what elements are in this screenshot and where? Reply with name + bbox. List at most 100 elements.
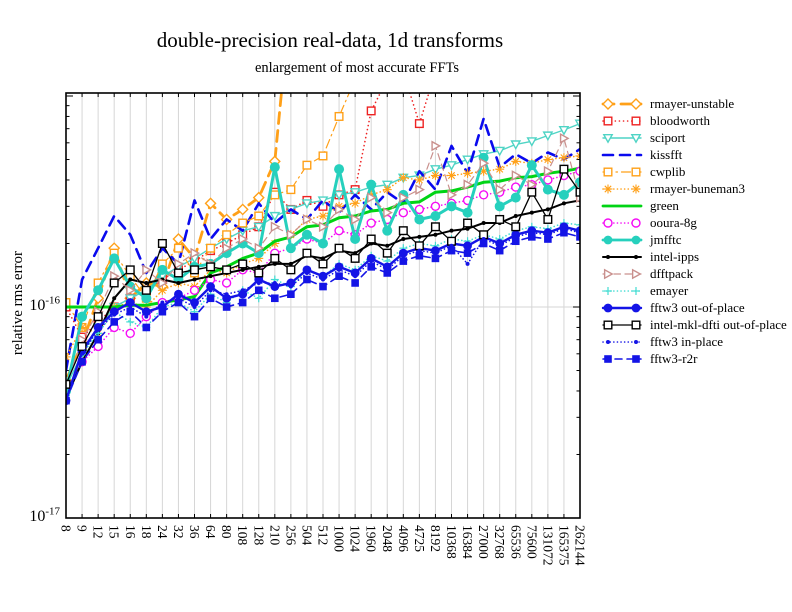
markers-cwplib xyxy=(66,111,344,332)
legend-label: kissfft xyxy=(650,146,683,162)
markers-jmfftc xyxy=(66,152,580,396)
legend-sample xyxy=(602,255,642,259)
x-tick-label: 16 xyxy=(123,525,138,539)
x-tick-label: 4725 xyxy=(412,525,427,552)
x-tick-label: 128 xyxy=(251,525,266,546)
legend-label: fftw3-r2r xyxy=(650,350,698,366)
markers-fftw3-in-place xyxy=(66,226,580,403)
legend-sample xyxy=(601,153,643,157)
y-tick-label-1e-16: 10-16 xyxy=(29,294,60,314)
x-tick-label: 65536 xyxy=(508,525,523,559)
x-tick-label: 10368 xyxy=(444,525,459,559)
legend-entry-emayer: emayer xyxy=(601,282,787,299)
legend-entry-intel-ipps: intel-ipps xyxy=(601,248,787,265)
legend-sample xyxy=(602,268,642,280)
legend-label: sciport xyxy=(650,129,686,145)
legend-entry-ooura-8g: ooura-8g xyxy=(601,214,787,231)
x-tick-label: 210 xyxy=(267,525,282,546)
x-tick-label: 36 xyxy=(187,525,202,539)
x-tick-label: 262144 xyxy=(573,525,588,566)
markers-fftw3-r2r xyxy=(66,228,580,405)
legend-entry-fftw3-r2r: fftw3-r2r xyxy=(601,350,787,367)
x-tick-label: 80 xyxy=(219,525,234,539)
legend-sample xyxy=(602,116,642,126)
x-tick-label: 27000 xyxy=(476,525,491,559)
legend-label: rmayer-buneman3 xyxy=(650,180,746,196)
x-tick-label: 1960 xyxy=(364,525,379,552)
legend-entry-cwplib: cwplib xyxy=(601,163,787,180)
legend-sample xyxy=(602,340,642,344)
chart-title: double-precision real-data, 1d transform… xyxy=(156,28,504,52)
x-tick-label: 8192 xyxy=(428,525,443,552)
x-tick-label: 512 xyxy=(316,525,331,545)
x-tick-label: 75600 xyxy=(524,525,539,559)
legend-label: rmayer-unstable xyxy=(650,95,735,111)
legend-sample xyxy=(602,287,642,295)
x-tick-label: 108 xyxy=(235,525,250,546)
legend-label: dfftpack xyxy=(650,265,694,281)
legend-label: fftw3 in-place xyxy=(650,333,724,349)
x-tick-label: 8 xyxy=(59,525,74,532)
legend-label: emayer xyxy=(650,282,689,298)
x-tick-label: 12 xyxy=(91,525,106,539)
series-cwplib xyxy=(66,93,350,332)
series-intel-mkl-dfti-out-of-place xyxy=(66,164,580,389)
chart-subtitle: enlargement of most accurate FFTs xyxy=(254,60,460,76)
legend-sample xyxy=(602,355,642,363)
series-kissfft xyxy=(66,117,580,372)
x-tick-label: 15 xyxy=(107,525,122,539)
x-tick-label: 4096 xyxy=(396,525,411,552)
series-fftw3-r2r xyxy=(66,228,580,405)
legend-entry-kissfft: kissfft xyxy=(601,146,787,163)
legend-entry-bloodworth: bloodworth xyxy=(601,112,787,129)
legend-sample xyxy=(602,167,642,177)
legend-entry-dfftpack: dfftpack xyxy=(601,265,787,282)
legend-label: bloodworth xyxy=(650,112,710,128)
series-jmfftc xyxy=(66,152,580,396)
legend-sample xyxy=(602,320,642,330)
x-tick-label: 16384 xyxy=(460,525,475,559)
x-tick-label: 131072 xyxy=(540,525,555,566)
x-tick-label: 32768 xyxy=(492,525,507,559)
legend-label: jmfftc xyxy=(650,231,682,247)
series-fftw3-in-place xyxy=(66,226,580,403)
legend-entry-sciport: sciport xyxy=(601,129,787,146)
legend-label: green xyxy=(650,197,679,213)
legend-sample xyxy=(601,235,643,245)
x-tick-label: 2048 xyxy=(380,525,395,552)
x-tick-label: 18 xyxy=(139,525,154,539)
x-tick-label: 1024 xyxy=(348,525,363,552)
legend-sample xyxy=(601,303,643,313)
legend-entry-fftw3-in-place: fftw3 in-place xyxy=(601,333,787,350)
legend-entry-rmayer-buneman3: rmayer-buneman3 xyxy=(601,180,787,197)
legend-entry-intel-mkl-dfti-out-of-place: intel-mkl-dfti out-of-place xyxy=(601,316,787,333)
legend-entry-fftw3-out-of-place: fftw3 out-of-place xyxy=(601,299,787,316)
legend-sample xyxy=(602,218,642,228)
legend-label: intel-mkl-dfti out-of-place xyxy=(650,316,787,332)
x-tick-label: 64 xyxy=(203,525,218,539)
x-tick-label: 32 xyxy=(171,525,186,539)
legend-label: ooura-8g xyxy=(650,214,697,230)
legend-label: intel-ipps xyxy=(650,248,700,264)
x-tick-label: 165375 xyxy=(556,525,571,566)
legend-entry-rmayer-unstable: rmayer-unstable xyxy=(601,95,787,112)
legend-label: fftw3 out-of-place xyxy=(650,299,745,315)
legend-sample xyxy=(601,98,643,110)
x-tick-label: 1000 xyxy=(332,525,347,552)
x-axis-tick-labels: 8 9 12 15 16 18 24 32 36 64 80 108 128 210 256 504 512 10… xyxy=(59,525,588,566)
legend-label: cwplib xyxy=(650,163,686,179)
legend-entry-jmfftc: jmfftc xyxy=(601,231,787,248)
y-tick-label-1e-17: 10-17 xyxy=(29,505,60,525)
legend-sample xyxy=(601,204,643,208)
legend-sample xyxy=(602,133,642,144)
legend-entry-green: green xyxy=(601,197,787,214)
x-tick-label: 504 xyxy=(299,525,314,546)
x-tick-label: 256 xyxy=(283,525,298,546)
legend: rmayer-unstable bloodworth sciport kissfft c… xyxy=(601,95,787,367)
x-tick-label: 24 xyxy=(155,525,170,539)
markers-intel-mkl-dfti-out-of-place xyxy=(66,164,580,389)
legend-sample xyxy=(602,184,642,194)
x-tick-label: 9 xyxy=(75,525,90,532)
